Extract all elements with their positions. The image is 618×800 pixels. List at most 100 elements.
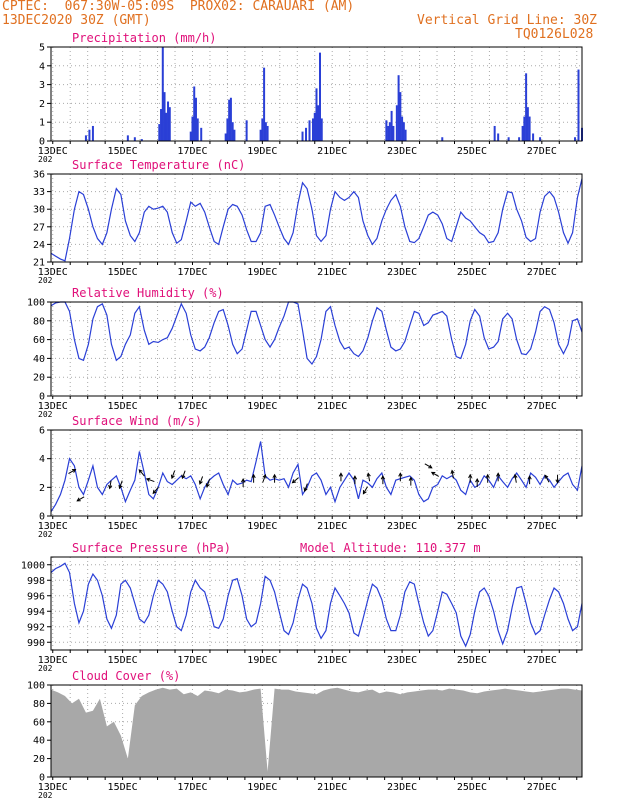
precip-xtick-label: 21DEC	[317, 146, 347, 157]
wind-arrow-head	[468, 473, 473, 479]
precip-bar	[224, 133, 227, 141]
precip-bar	[228, 99, 231, 141]
precip-bar	[194, 97, 197, 141]
wind-arrow-icon	[146, 478, 155, 483]
wind-panel	[47, 429, 583, 519]
precip-bar	[264, 122, 267, 141]
wind-arrow-head	[496, 472, 501, 477]
precip-xtick-label: 13DEC	[38, 146, 68, 157]
cloud-ytick-label: 0	[39, 773, 45, 784]
precip-bar	[168, 107, 171, 141]
pres-xtick-label: 25DEC	[457, 655, 487, 666]
pres-ytick-label: 1000	[21, 560, 45, 571]
temp-year-label: 202	[38, 276, 53, 285]
wind-arrow-head	[145, 477, 151, 482]
temp-xtick-label: 21DEC	[317, 267, 347, 278]
cloud-xtick-label: 27DEC	[527, 782, 557, 793]
cloud-xtick-label: 25DEC	[457, 782, 487, 793]
cloud-ytick-label: 20	[33, 754, 45, 765]
precip-bar	[140, 139, 143, 141]
pres-frame	[50, 556, 583, 651]
precip-ytick-label: 1	[39, 118, 45, 129]
wind-arrow-head	[138, 469, 143, 474]
precip-bar	[233, 129, 236, 141]
wind-arrow-head	[170, 474, 175, 480]
cloud-xtick-label: 19DEC	[247, 782, 277, 793]
precip-bar	[397, 75, 400, 141]
precip-xtick-label: 23DEC	[387, 146, 417, 157]
wind-series-line	[50, 441, 583, 513]
wind-arrow-head	[513, 473, 518, 479]
wind-arrow-head	[152, 489, 157, 495]
precip-bar	[320, 118, 323, 141]
precip-bar	[528, 116, 531, 141]
pres-ytick-label: 998	[27, 576, 45, 587]
wind-arrow-head	[544, 474, 549, 479]
wind-arrow-icon	[304, 483, 308, 492]
precip-frame	[50, 46, 583, 142]
precip-bar	[196, 118, 199, 141]
precip-bar	[88, 129, 91, 141]
temp-panel	[47, 173, 583, 265]
precip-xtick-label: 15DEC	[108, 146, 138, 157]
wind-arrow-icon	[262, 474, 266, 483]
wind-arrow-icon	[514, 474, 517, 483]
cloud-ytick-label: 80	[33, 699, 45, 710]
wind-xtick-label: 21DEC	[317, 521, 347, 532]
precip-bar	[231, 122, 234, 141]
wind-ytick-label: 2	[39, 483, 45, 494]
temp-ytick-label: 36	[33, 170, 45, 181]
precip-bar	[313, 112, 316, 141]
precip-bar	[126, 135, 129, 141]
pres-ytick-label: 990	[27, 638, 45, 649]
wind-title: Surface Wind (m/s)	[72, 414, 202, 428]
temp-ytick-label: 24	[33, 240, 45, 251]
pres-title: Surface Pressure (hPa)	[72, 541, 231, 555]
cloud-year-label: 202	[38, 791, 53, 800]
pres-year-label: 202	[38, 664, 53, 673]
wind-arrow-head	[428, 464, 433, 469]
wind-xtick-label: 17DEC	[177, 521, 207, 532]
precip-bar	[200, 127, 203, 141]
precip-bar	[523, 116, 526, 141]
temp-xtick-label: 23DEC	[387, 267, 417, 278]
precip-ytick-label: 5	[39, 43, 45, 54]
wind-arrow-icon	[367, 473, 371, 482]
wind-arrow-head	[398, 472, 403, 477]
wind-year-label: 202	[38, 530, 53, 539]
precip-bar	[539, 137, 542, 141]
wind-arrow-icon	[424, 463, 433, 469]
precip-bar	[392, 125, 395, 141]
precip-bar	[390, 110, 393, 141]
cloud-ytick-label: 40	[33, 736, 45, 747]
rh-title: Relative Humidity (%)	[72, 286, 224, 300]
precip-bar	[574, 137, 577, 141]
pres-ytick-label: 996	[27, 591, 45, 602]
wind-arrow-head	[205, 483, 210, 488]
precip-bar	[507, 137, 510, 141]
wind-ytick-label: 0	[39, 512, 45, 523]
precip-bar	[387, 125, 390, 141]
wind-arrow-head	[251, 473, 256, 479]
wind-arrow-head	[475, 477, 480, 483]
rh-ytick-label: 80	[33, 316, 45, 327]
temp-xtick-label: 25DEC	[457, 267, 487, 278]
wind-arrow-head	[352, 475, 358, 480]
wind-xtick-label: 15DEC	[108, 521, 138, 532]
temp-series-line	[50, 178, 583, 262]
wind-arrow-icon	[431, 472, 439, 477]
wind-arrow-head	[262, 473, 267, 479]
temp-xtick-label: 13DEC	[38, 267, 68, 278]
wind-ytick-label: 4	[39, 454, 45, 465]
header-run-date: 13DEC2020 30Z (GMT)	[2, 13, 151, 28]
precip-bar	[526, 107, 529, 141]
cloud-ytick-label: 60	[33, 717, 45, 728]
wind-arrow-head	[272, 473, 277, 479]
temp-frame	[50, 173, 583, 263]
precip-bar	[133, 137, 136, 141]
precip-bar	[532, 133, 535, 141]
precip-bar	[91, 125, 94, 141]
pres-ytick-label: 992	[27, 622, 45, 633]
wind-ytick-label: 6	[39, 426, 45, 437]
wind-arrow-icon	[76, 496, 85, 502]
